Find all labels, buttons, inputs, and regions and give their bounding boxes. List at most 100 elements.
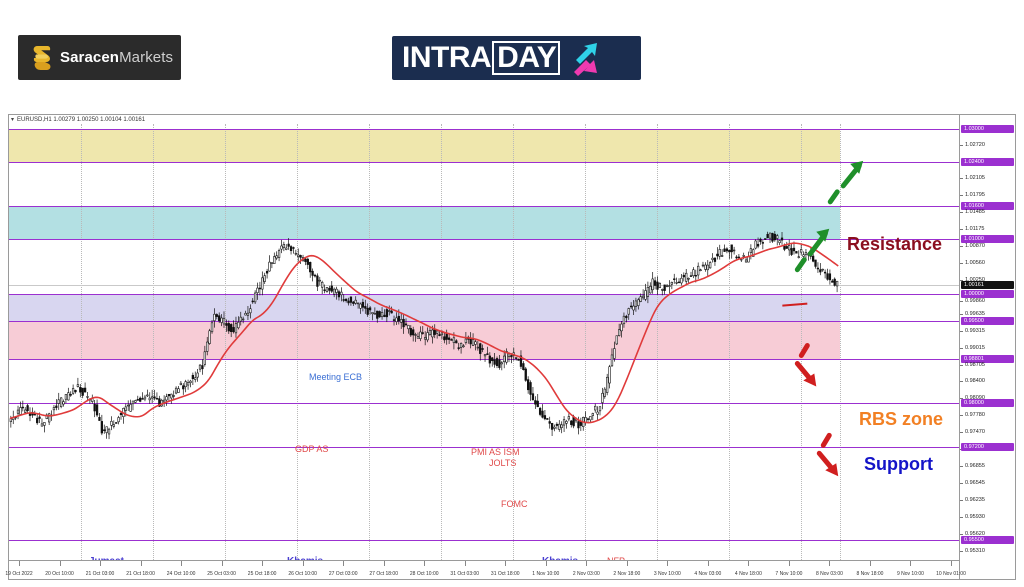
- vertical-gridline: [441, 124, 442, 560]
- chart-container[interactable]: ▾ EURUSD,H1 1.00279 1.00250 1.00104 1.00…: [5, 114, 1016, 580]
- price-tick: [960, 415, 963, 417]
- key-level-price-tag: 1.00000: [961, 289, 1014, 298]
- time-tick: [19, 561, 20, 566]
- symbol-quote-bar: ▾ EURUSD,H1 1.00279 1.00250 1.00104 1.00…: [11, 115, 145, 124]
- time-tick: [181, 561, 183, 566]
- price-tick: [960, 144, 963, 146]
- time-tick-label: 4 Nov 03:00: [694, 571, 722, 577]
- price-tick-label: 1.01485: [965, 209, 985, 216]
- time-tick: [383, 561, 385, 566]
- key-level-line: [9, 359, 959, 361]
- key-level-price-tag: 0.98801: [961, 355, 1014, 364]
- time-tick: [59, 561, 61, 566]
- price-tick: [960, 331, 963, 333]
- price-tick-label: 0.99015: [965, 344, 985, 351]
- price-tick: [960, 432, 963, 434]
- time-tick: [221, 561, 223, 566]
- time-tick-label: 2 Nov 03:00: [572, 571, 600, 577]
- key-level-line: [9, 403, 959, 405]
- time-tick: [707, 561, 709, 566]
- upper-yellow-zone: [9, 129, 840, 163]
- time-tick: [140, 561, 142, 566]
- time-tick-label: 19 Oct 2022: [5, 571, 33, 577]
- intraday-wordmark: INTRA DAY: [402, 40, 561, 76]
- vertical-gridline: [801, 124, 802, 560]
- time-tick: [302, 561, 304, 566]
- time-tick-label: 8 Nov 18:00: [856, 571, 884, 577]
- price-axis[interactable]: 1.03000 1.02720 1.02400 1.02105 1.01795 1.016…: [959, 115, 1015, 579]
- time-tick-label: 1 Nov 10:00: [532, 571, 560, 577]
- time-tick: [869, 561, 871, 566]
- price-tick-label: 1.00560: [965, 260, 985, 267]
- forecast-arrows-layer: [782, 160, 864, 477]
- price-tick: [960, 229, 963, 231]
- price-tick-label: 0.97780: [965, 412, 985, 419]
- price-tick-label: 0.99315: [965, 328, 985, 335]
- current-price-line: [9, 284, 959, 286]
- price-tick-label: 1.01175: [965, 226, 985, 233]
- key-level-line: [9, 447, 959, 449]
- vertical-gridline: [297, 124, 298, 560]
- key-level-price-tag: 0.99500: [961, 317, 1014, 326]
- price-tick-label: 1.00870: [965, 243, 985, 250]
- time-tick-label: 4 Nov 18:00: [734, 571, 762, 577]
- time-axis[interactable]: 19 Oct 2022 20 Oct 10:00 21 Oct 03:00 21 Oc…: [5, 560, 966, 579]
- key-level-price-tag: 0.95500: [961, 536, 1014, 545]
- zones-layer: [9, 124, 959, 560]
- day-marker-label: Jumaat: [89, 556, 124, 560]
- vertical-gridline: [585, 124, 586, 560]
- time-tick-label: 21 Oct 03:00: [85, 571, 115, 577]
- banner-text-day: DAY: [492, 40, 561, 76]
- key-level-line: [9, 206, 959, 208]
- event-annotation: GDP AS: [295, 444, 329, 454]
- event-annotation: Meeting ECB: [309, 372, 363, 382]
- price-tick: [960, 301, 963, 303]
- time-tick: [748, 561, 750, 566]
- pink-zone: [9, 321, 840, 360]
- price-tick-label: 0.97470: [965, 429, 985, 436]
- time-tick-label: 31 Oct 03:00: [450, 571, 480, 577]
- price-tick-label: 0.98090: [965, 394, 1014, 402]
- vertical-gridline: [81, 124, 82, 560]
- key-level-line: [9, 540, 959, 542]
- time-tick: [910, 561, 912, 566]
- vertical-gridline: [153, 124, 154, 560]
- price-tick: [960, 381, 963, 383]
- price-tick: [960, 263, 963, 265]
- time-tick: [829, 561, 831, 566]
- candlestick-series: [9, 231, 839, 440]
- time-tick: [464, 561, 466, 566]
- time-tick-label: 26 Oct 10:00: [288, 571, 317, 577]
- key-level-price-tag: 1.01600: [961, 202, 1014, 211]
- price-tick-label: 0.96545: [965, 479, 985, 486]
- time-tick-label: 8 Nov 03:00: [815, 571, 843, 577]
- rbs-zone: [9, 293, 840, 322]
- time-tick: [626, 561, 628, 566]
- price-tick: [960, 398, 963, 400]
- price-tick-label: 0.96855: [965, 462, 985, 469]
- price-tick: [960, 499, 963, 501]
- brand-text: SaracenMarkets: [60, 49, 173, 66]
- time-tick-label: 24 Oct 10:00: [166, 571, 196, 577]
- key-level-lines: [9, 124, 959, 560]
- price-tick-label: 1.02720: [965, 141, 985, 148]
- key-level-price-tag: 0.98000: [961, 399, 1014, 408]
- key-level-line: [9, 162, 959, 164]
- time-tick-label: 20 Oct 10:00: [45, 571, 74, 577]
- day-marker-label: Khamis: [287, 556, 323, 560]
- key-level-line: [9, 238, 959, 240]
- brand-light: Markets: [119, 49, 174, 66]
- vertical-gridline: [225, 124, 226, 560]
- key-level-line: [9, 321, 959, 323]
- time-tick-label: 27 Oct 03:00: [328, 571, 358, 577]
- time-tick: [788, 561, 790, 566]
- price-tick-label: 0.98705: [965, 361, 985, 368]
- time-tick: [951, 561, 952, 566]
- price-tick-label: 0.96235: [965, 496, 985, 503]
- brand-bold: Saracen: [60, 49, 120, 66]
- time-tick: [262, 561, 264, 566]
- time-tick-label: 25 Oct 03:00: [207, 571, 236, 577]
